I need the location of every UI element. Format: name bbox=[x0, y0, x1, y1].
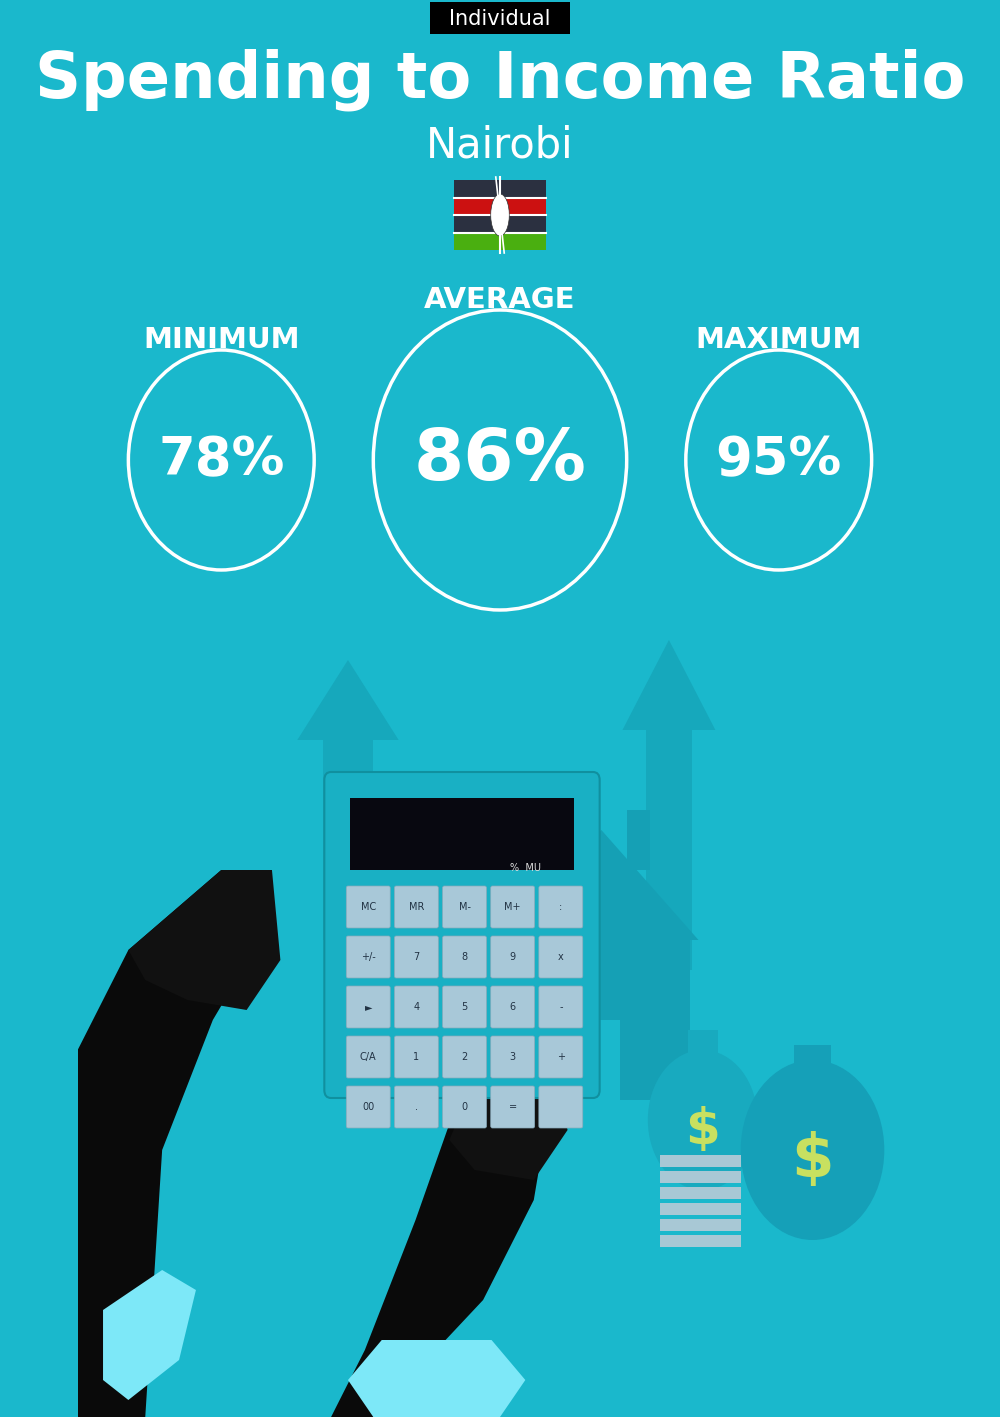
Polygon shape bbox=[128, 870, 280, 1010]
FancyBboxPatch shape bbox=[491, 937, 535, 978]
FancyBboxPatch shape bbox=[443, 886, 486, 928]
Text: x: x bbox=[558, 952, 564, 962]
FancyBboxPatch shape bbox=[794, 1044, 831, 1080]
FancyBboxPatch shape bbox=[346, 986, 390, 1027]
Text: 3: 3 bbox=[510, 1051, 516, 1061]
FancyBboxPatch shape bbox=[491, 1085, 535, 1128]
Text: ►: ► bbox=[364, 1002, 372, 1012]
FancyBboxPatch shape bbox=[443, 986, 486, 1027]
Text: 8: 8 bbox=[461, 952, 468, 962]
FancyBboxPatch shape bbox=[394, 886, 438, 928]
Text: 6: 6 bbox=[510, 1002, 516, 1012]
FancyBboxPatch shape bbox=[346, 1085, 390, 1128]
Text: $: $ bbox=[791, 1131, 834, 1189]
Polygon shape bbox=[331, 1060, 551, 1417]
FancyBboxPatch shape bbox=[660, 1203, 741, 1214]
Text: 95%: 95% bbox=[716, 434, 842, 486]
Text: 1: 1 bbox=[413, 1051, 419, 1061]
FancyBboxPatch shape bbox=[688, 1030, 718, 1060]
Ellipse shape bbox=[648, 1050, 758, 1190]
Text: Individual: Individual bbox=[449, 9, 551, 28]
Text: AVERAGE: AVERAGE bbox=[424, 286, 576, 315]
Text: 86%: 86% bbox=[414, 425, 586, 495]
Text: 9: 9 bbox=[510, 952, 516, 962]
Text: 0: 0 bbox=[461, 1102, 468, 1112]
FancyBboxPatch shape bbox=[646, 730, 692, 971]
FancyBboxPatch shape bbox=[324, 772, 600, 1098]
FancyBboxPatch shape bbox=[346, 886, 390, 928]
FancyBboxPatch shape bbox=[539, 937, 583, 978]
Text: 7: 7 bbox=[413, 952, 420, 962]
FancyBboxPatch shape bbox=[513, 939, 690, 1100]
FancyBboxPatch shape bbox=[660, 1219, 741, 1231]
Text: 78%: 78% bbox=[158, 434, 284, 486]
Text: %  MU: % MU bbox=[510, 863, 541, 873]
Text: C/A: C/A bbox=[360, 1051, 377, 1061]
FancyBboxPatch shape bbox=[430, 1, 570, 34]
Text: +: + bbox=[557, 1051, 565, 1061]
Text: 00: 00 bbox=[362, 1102, 374, 1112]
Text: MR: MR bbox=[409, 903, 424, 913]
Text: 4: 4 bbox=[413, 1002, 419, 1012]
Ellipse shape bbox=[491, 194, 509, 237]
FancyBboxPatch shape bbox=[394, 1085, 438, 1128]
FancyBboxPatch shape bbox=[346, 937, 390, 978]
Text: +/-: +/- bbox=[361, 952, 376, 962]
FancyBboxPatch shape bbox=[660, 1236, 741, 1247]
Text: -: - bbox=[559, 1002, 563, 1012]
FancyBboxPatch shape bbox=[454, 197, 546, 215]
Text: M+: M+ bbox=[504, 903, 521, 913]
FancyBboxPatch shape bbox=[394, 937, 438, 978]
Polygon shape bbox=[103, 1270, 196, 1400]
Text: :: : bbox=[559, 903, 562, 913]
FancyBboxPatch shape bbox=[350, 798, 574, 870]
FancyBboxPatch shape bbox=[394, 1036, 438, 1078]
FancyBboxPatch shape bbox=[491, 986, 535, 1027]
FancyBboxPatch shape bbox=[346, 1036, 390, 1078]
Polygon shape bbox=[78, 870, 272, 1417]
FancyBboxPatch shape bbox=[539, 1036, 583, 1078]
Text: M-: M- bbox=[459, 903, 471, 913]
FancyBboxPatch shape bbox=[582, 1020, 620, 1100]
FancyBboxPatch shape bbox=[627, 811, 650, 870]
FancyBboxPatch shape bbox=[323, 740, 373, 939]
FancyBboxPatch shape bbox=[394, 986, 438, 1027]
Text: Nairobi: Nairobi bbox=[426, 125, 574, 166]
FancyBboxPatch shape bbox=[443, 937, 486, 978]
Polygon shape bbox=[622, 640, 715, 730]
FancyBboxPatch shape bbox=[660, 1187, 741, 1199]
FancyBboxPatch shape bbox=[443, 1036, 486, 1078]
Text: .: . bbox=[415, 1102, 418, 1112]
FancyBboxPatch shape bbox=[539, 886, 583, 928]
FancyBboxPatch shape bbox=[491, 886, 535, 928]
Polygon shape bbox=[348, 1340, 525, 1417]
FancyBboxPatch shape bbox=[454, 180, 546, 197]
FancyBboxPatch shape bbox=[539, 1085, 583, 1128]
Text: $: $ bbox=[685, 1107, 720, 1153]
Text: MINIMUM: MINIMUM bbox=[143, 326, 300, 354]
Polygon shape bbox=[504, 830, 698, 939]
Text: =: = bbox=[509, 1102, 517, 1112]
Text: Spending to Income Ratio: Spending to Income Ratio bbox=[35, 48, 965, 112]
FancyBboxPatch shape bbox=[660, 1155, 741, 1168]
Text: MAXIMUM: MAXIMUM bbox=[695, 326, 862, 354]
Ellipse shape bbox=[741, 1060, 884, 1240]
Text: 2: 2 bbox=[461, 1051, 468, 1061]
Text: MC: MC bbox=[361, 903, 376, 913]
FancyBboxPatch shape bbox=[491, 1036, 535, 1078]
FancyBboxPatch shape bbox=[539, 986, 583, 1027]
Text: 5: 5 bbox=[461, 1002, 468, 1012]
Polygon shape bbox=[449, 1060, 568, 1180]
FancyBboxPatch shape bbox=[454, 215, 546, 232]
FancyBboxPatch shape bbox=[443, 1085, 486, 1128]
FancyBboxPatch shape bbox=[660, 1170, 741, 1183]
Polygon shape bbox=[297, 660, 399, 740]
FancyBboxPatch shape bbox=[454, 232, 546, 249]
